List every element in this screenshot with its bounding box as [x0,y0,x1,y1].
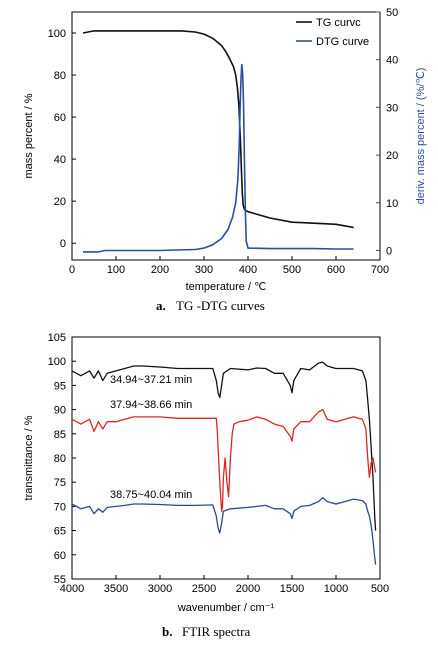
annotation-black: 34.94~37.21 min [110,374,192,386]
y2-axis-title: deriv. mass percent / (%/℃) [415,68,427,205]
y-axis-title: transmittance / % [23,415,35,500]
y-tick-label: 65 [54,526,66,538]
y-tick-label: 100 [48,28,66,40]
legend: TG curvc DTG curve [296,17,369,48]
y-tick-label: 105 [48,332,66,344]
y-tick-label: 20 [54,196,66,208]
tick-marks [71,336,381,580]
y-tick-label: 60 [54,550,66,562]
caption-text: TG -DTG curves [176,298,265,313]
tg-curve [82,30,354,229]
y-tick-label: 60 [54,112,66,124]
y-tick-label: 75 [54,477,66,489]
caption-label: a. [156,298,166,313]
spectrum-black [72,361,377,531]
y-tick-label: 95 [54,380,66,392]
annotation-red: 37.94~38.66 min [110,399,192,411]
x-tick-label: 100 [107,264,125,276]
y2-tick-label: 10 [386,198,398,210]
annotation-blue: 38.75~40.04 min [110,489,192,501]
series-lines [82,30,354,253]
y2-tick-label: 0 [386,245,392,257]
series-lines [72,361,377,565]
caption-text: FTIR spectra [182,624,250,639]
y-tick-label: 90 [54,405,66,417]
x-tick-label: 2000 [236,583,260,595]
ftir-chart: 4000 3500 3000 2500 2000 1500 1000 500 55 60 65 70… [23,332,389,639]
y-tick-labels: 0 20 40 60 80 100 [48,28,66,250]
x-tick-label: 500 [371,583,389,595]
y-tick-label: 40 [54,154,66,166]
x-tick-label: 500 [283,264,301,276]
x-tick-label: 3500 [104,583,128,595]
caption-label: b. [162,624,172,639]
x-tick-labels: 0 100 200 300 400 500 600 700 [69,264,389,276]
x-tick-label: 1000 [324,583,348,595]
y-tick-labels: 55 60 65 70 75 80 85 90 95 100 105 [48,332,66,586]
y-tick-label: 80 [54,70,66,82]
x-tick-label: 400 [239,264,257,276]
tg-dtg-chart: 0 100 200 300 400 500 600 700 0 20 40 60 80 100 0 10 2… [23,7,427,313]
x-tick-label: 2500 [192,583,216,595]
x-tick-label: 300 [195,264,213,276]
x-axis-title: wavenumber / cm⁻¹ [177,602,275,614]
y-tick-label: 85 [54,429,66,441]
x-tick-label: 700 [371,264,389,276]
x-tick-label: 3000 [148,583,172,595]
y2-tick-label: 50 [386,7,398,19]
x-tick-label: 0 [69,264,75,276]
y-tick-label: 55 [54,574,66,586]
plot-frame [71,11,381,261]
x-tick-label: 4000 [60,583,84,595]
y2-tick-label: 20 [386,150,398,162]
x-tick-label: 200 [151,264,169,276]
y2-tick-label: 30 [386,102,398,114]
x-tick-label: 1500 [280,583,304,595]
dtg-curve [83,63,354,253]
y-tick-label: 100 [48,356,66,368]
caption-b: b. FTIR spectra [162,624,250,639]
y-tick-label: 80 [54,453,66,465]
legend-label-tg: TG curvc [316,17,361,29]
x-tick-label: 600 [327,264,345,276]
x-tick-labels: 4000 3500 3000 2500 2000 1500 1000 500 [60,583,389,595]
y2-tick-label: 40 [386,55,398,67]
y-tick-label: 0 [60,238,66,250]
tick-marks [71,11,381,260]
x-axis-title: temperature / ℃ [186,281,267,293]
y2-tick-labels: 0 10 20 30 40 50 [386,7,398,257]
y-axis-title: mass percent / % [23,93,35,178]
spectrum-blue [72,497,377,565]
y-tick-label: 70 [54,501,66,513]
spectrum-red [72,408,377,512]
caption-a: a. TG -DTG curves [156,298,265,313]
legend-label-dtg: DTG curve [316,36,369,48]
